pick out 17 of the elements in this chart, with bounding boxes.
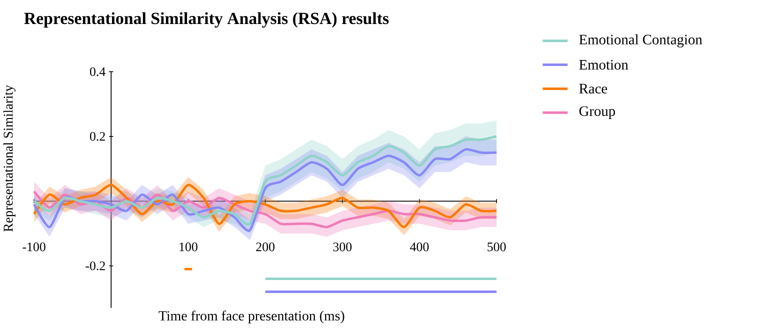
chart-title: Representational Similarity Analysis (RSA) results <box>24 12 389 28</box>
x-tick-label: 100 <box>180 242 198 252</box>
y-axis-title: Representational Similarity <box>3 85 16 232</box>
x-tick-label: 200 <box>256 242 274 252</box>
x-axis-title: Time from face presentation (ms) <box>158 310 344 324</box>
y-tick-label: 0.2 <box>90 132 105 141</box>
legend-label: Emotion <box>579 60 628 70</box>
x-tick-label: -100 <box>22 242 46 252</box>
x-tick-label: 500 <box>488 242 506 252</box>
y-tick-label: -0.2 <box>86 262 105 270</box>
legend-label: Race <box>579 84 608 94</box>
legend-label: Group <box>579 106 616 119</box>
y-tick-label: 0.4 <box>90 67 106 76</box>
line-series <box>32 148 498 232</box>
x-tick-label: 400 <box>410 242 429 252</box>
legend-label: Emotional Contagion <box>579 34 702 48</box>
x-tick-label: 300 <box>333 242 352 252</box>
